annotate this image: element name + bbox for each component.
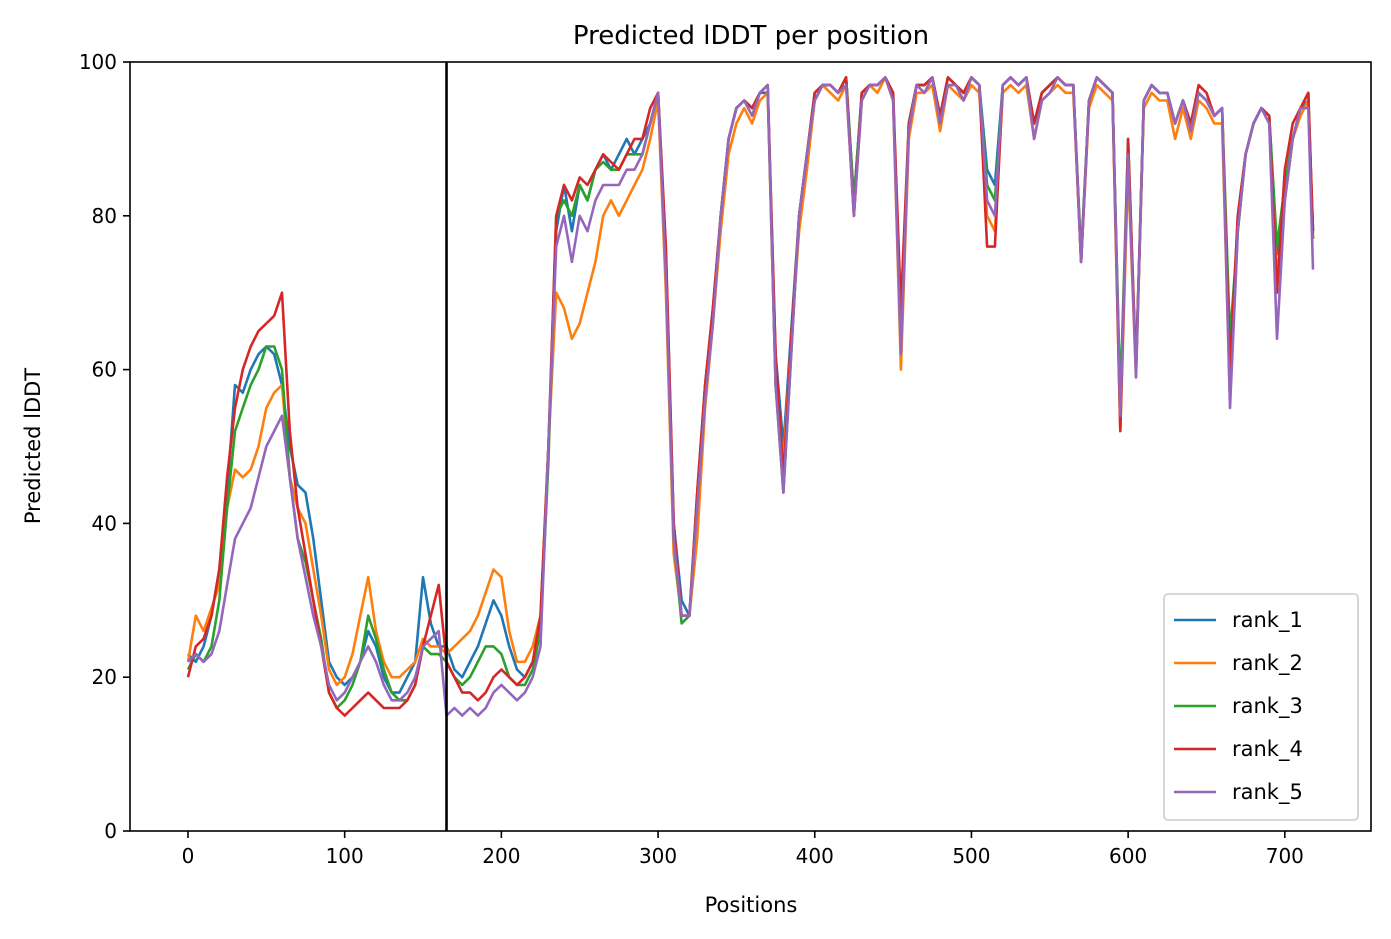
x-tick-label: 600 (1109, 844, 1147, 868)
series-line-rank_5 (187, 76, 1315, 717)
legend: rank_1 rank_2 rank_3 rank_4 rank_5 (1163, 593, 1359, 821)
x-tick-label: 500 (952, 844, 990, 868)
y-tick-label: 60 (92, 358, 117, 382)
x-axis-label: Positions (705, 893, 798, 917)
legend-label-rank_3: rank_3 (1232, 694, 1303, 719)
chart-title: Predicted lDDT per position (573, 21, 929, 51)
y-tick-label: 80 (92, 204, 117, 228)
x-tick-label: 0 (182, 844, 195, 868)
series-line-rank_3 (186, 76, 1315, 710)
x-tick-label: 100 (326, 844, 364, 868)
x-axis-ticks: 0 100 200 300 400 500 600 700 (182, 831, 1304, 868)
legend-label-rank_5: rank_5 (1232, 780, 1303, 805)
series-line-rank_2 (186, 76, 1315, 687)
plot-frame (129, 61, 1372, 832)
y-tick-label: 20 (92, 665, 117, 689)
series-line-rank_1 (187, 76, 1315, 694)
plot-area (129, 61, 1372, 832)
x-tick-label: 700 (1266, 844, 1304, 868)
x-tick-label: 200 (482, 844, 520, 868)
x-tick-label: 400 (796, 844, 834, 868)
y-axis-ticks: 0 20 40 60 80 100 (79, 50, 130, 843)
x-tick-label: 300 (639, 844, 677, 868)
legend-label-rank_4: rank_4 (1232, 737, 1303, 762)
legend-box (1163, 593, 1359, 821)
y-tick-label: 40 (92, 511, 117, 535)
legend-label-rank_1: rank_1 (1232, 608, 1303, 633)
legend-label-rank_2: rank_2 (1232, 651, 1303, 676)
y-axis-label: Predicted lDDT (21, 368, 45, 524)
y-tick-label: 100 (79, 50, 117, 74)
y-tick-label: 0 (104, 819, 117, 843)
series-lines (186, 76, 1315, 717)
series-line-rank_4 (186, 76, 1315, 717)
